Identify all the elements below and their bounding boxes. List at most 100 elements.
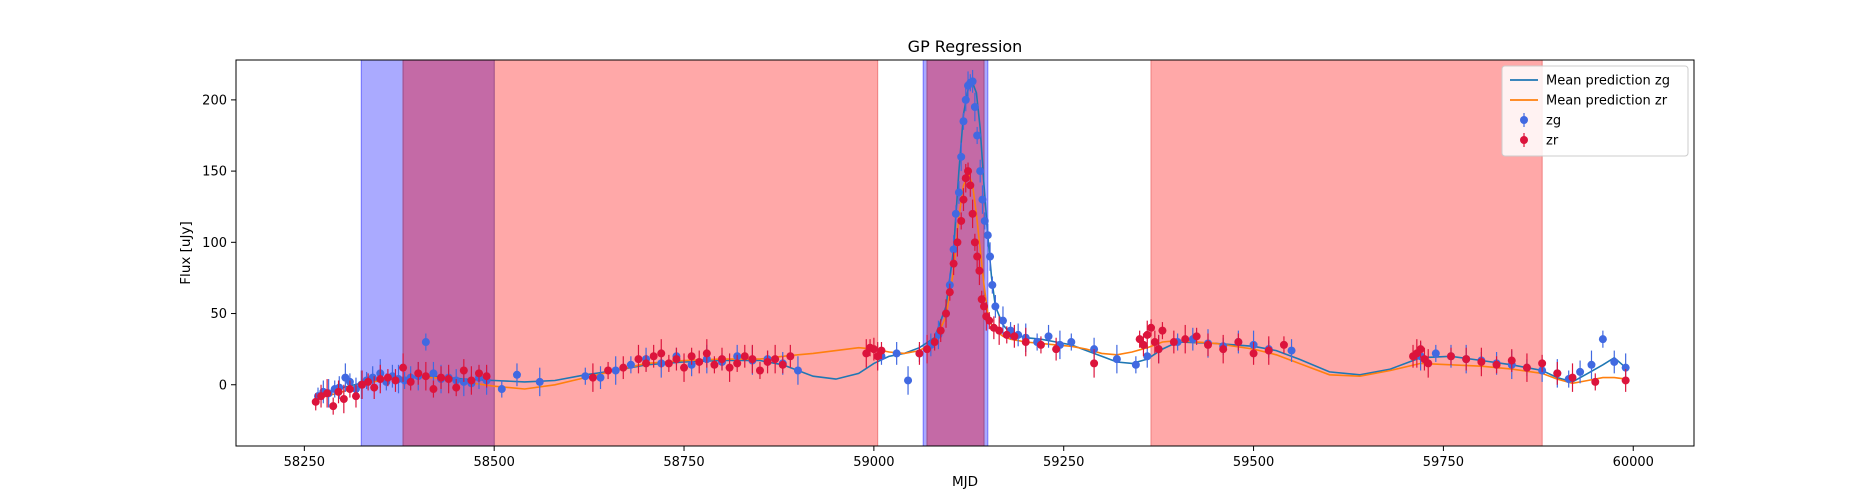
point-zr bbox=[687, 347, 696, 365]
point-zr bbox=[649, 344, 658, 368]
plot-frame bbox=[235, 59, 1695, 447]
point-zr bbox=[1264, 336, 1273, 365]
point-zg bbox=[976, 159, 985, 183]
point-zr bbox=[1234, 333, 1243, 351]
point-zr bbox=[949, 252, 958, 276]
point-zr bbox=[339, 384, 348, 414]
point-zr bbox=[391, 369, 400, 392]
point-zg bbox=[951, 205, 960, 223]
point-zr bbox=[657, 339, 666, 368]
point-zr bbox=[376, 364, 385, 394]
point-zg bbox=[986, 242, 995, 271]
legend-entry-mean-prediction-zg: Mean prediction zg bbox=[1510, 74, 1670, 89]
point-zg bbox=[957, 142, 966, 172]
point-zg bbox=[970, 92, 979, 122]
legend-entry-zr: zr bbox=[1520, 133, 1559, 149]
point-zr bbox=[311, 393, 320, 411]
point-zr bbox=[1538, 354, 1547, 372]
point-zr bbox=[1591, 373, 1600, 391]
point-zg bbox=[1055, 330, 1064, 360]
x-tick-label: 59750 bbox=[1423, 455, 1464, 470]
point-zg bbox=[1067, 333, 1076, 351]
point-zr bbox=[755, 361, 764, 380]
shaded-region-zg-3 bbox=[922, 59, 928, 447]
point-zr bbox=[1416, 340, 1425, 358]
point-zr bbox=[1507, 349, 1516, 372]
point-zr bbox=[1424, 349, 1433, 378]
x-tick-label: 58250 bbox=[284, 455, 325, 470]
point-zg bbox=[497, 380, 506, 398]
point-zg bbox=[988, 276, 997, 294]
point-zr bbox=[733, 354, 742, 372]
point-zr bbox=[778, 356, 787, 374]
point-zr bbox=[968, 199, 977, 229]
point-zr bbox=[1279, 336, 1288, 354]
point-zr bbox=[1204, 333, 1212, 357]
point-zr bbox=[1568, 363, 1577, 392]
x-axis-ticks: 58250 58500 58750 59000 59250 59500 59750 60000 bbox=[284, 446, 1654, 470]
point-zr bbox=[873, 342, 882, 371]
point-zr bbox=[1553, 361, 1562, 385]
point-zg bbox=[959, 112, 968, 130]
point-zr bbox=[1249, 342, 1258, 365]
point-zr bbox=[437, 366, 446, 390]
point-zr bbox=[317, 384, 326, 408]
chart-title: GP Regression bbox=[908, 37, 1023, 56]
point-zr bbox=[429, 380, 438, 398]
point-zg bbox=[611, 356, 620, 385]
point-zr bbox=[588, 363, 597, 392]
point-zg bbox=[1112, 344, 1121, 374]
point-zr bbox=[915, 342, 924, 365]
line-mean-prediction-zg bbox=[315, 81, 1627, 397]
point-zg bbox=[581, 367, 590, 385]
point-zg bbox=[1587, 350, 1596, 380]
point-zg bbox=[596, 366, 605, 390]
point-zr bbox=[702, 339, 711, 368]
point-zr bbox=[475, 364, 483, 382]
x-tick-label: 59250 bbox=[1043, 455, 1084, 470]
point-zg bbox=[978, 185, 987, 214]
shaded-regions bbox=[360, 59, 1543, 447]
point-zr bbox=[1147, 319, 1156, 337]
point-zr bbox=[452, 379, 461, 397]
point-zr bbox=[959, 188, 968, 211]
point-zg bbox=[991, 295, 1000, 318]
point-zr bbox=[1181, 324, 1190, 354]
point-zr bbox=[634, 344, 643, 374]
point-zr bbox=[1492, 356, 1501, 374]
legend: Mean prediction zg Mean prediction zr zg zr bbox=[1501, 65, 1689, 157]
point-zr bbox=[664, 354, 673, 372]
point-zg bbox=[968, 69, 977, 93]
point-zr bbox=[740, 344, 749, 368]
svg-text:Mean prediction zr: Mean prediction zr bbox=[1546, 94, 1668, 109]
point-zr bbox=[334, 380, 343, 404]
svg-text:Mean prediction zg: Mean prediction zg bbox=[1546, 74, 1670, 89]
x-tick-label: 59500 bbox=[1233, 455, 1274, 470]
point-zr bbox=[923, 334, 932, 364]
shaded-region-zr-6 bbox=[1150, 59, 1543, 447]
point-zr bbox=[1169, 330, 1178, 354]
point-zr bbox=[482, 364, 491, 388]
point-zr bbox=[406, 373, 415, 391]
point-zr bbox=[957, 212, 966, 230]
point-zg bbox=[1598, 330, 1607, 348]
observation-points bbox=[311, 69, 1630, 415]
point-zr bbox=[1090, 349, 1099, 378]
point-zg bbox=[973, 126, 982, 145]
point-zr bbox=[383, 369, 392, 387]
point-zr bbox=[877, 342, 886, 360]
y-tick-label: 150 bbox=[202, 165, 227, 180]
point-zr bbox=[862, 339, 871, 368]
point-zr bbox=[604, 361, 613, 380]
point-zr bbox=[1052, 337, 1061, 361]
point-zg bbox=[512, 363, 521, 387]
point-zr bbox=[725, 353, 734, 382]
point-zg bbox=[626, 356, 635, 374]
point-zr bbox=[718, 347, 726, 371]
point-zg bbox=[793, 356, 802, 385]
point-zr bbox=[323, 379, 332, 408]
point-zr bbox=[1002, 326, 1011, 344]
point-zr bbox=[351, 384, 360, 408]
point-zr bbox=[945, 283, 954, 301]
